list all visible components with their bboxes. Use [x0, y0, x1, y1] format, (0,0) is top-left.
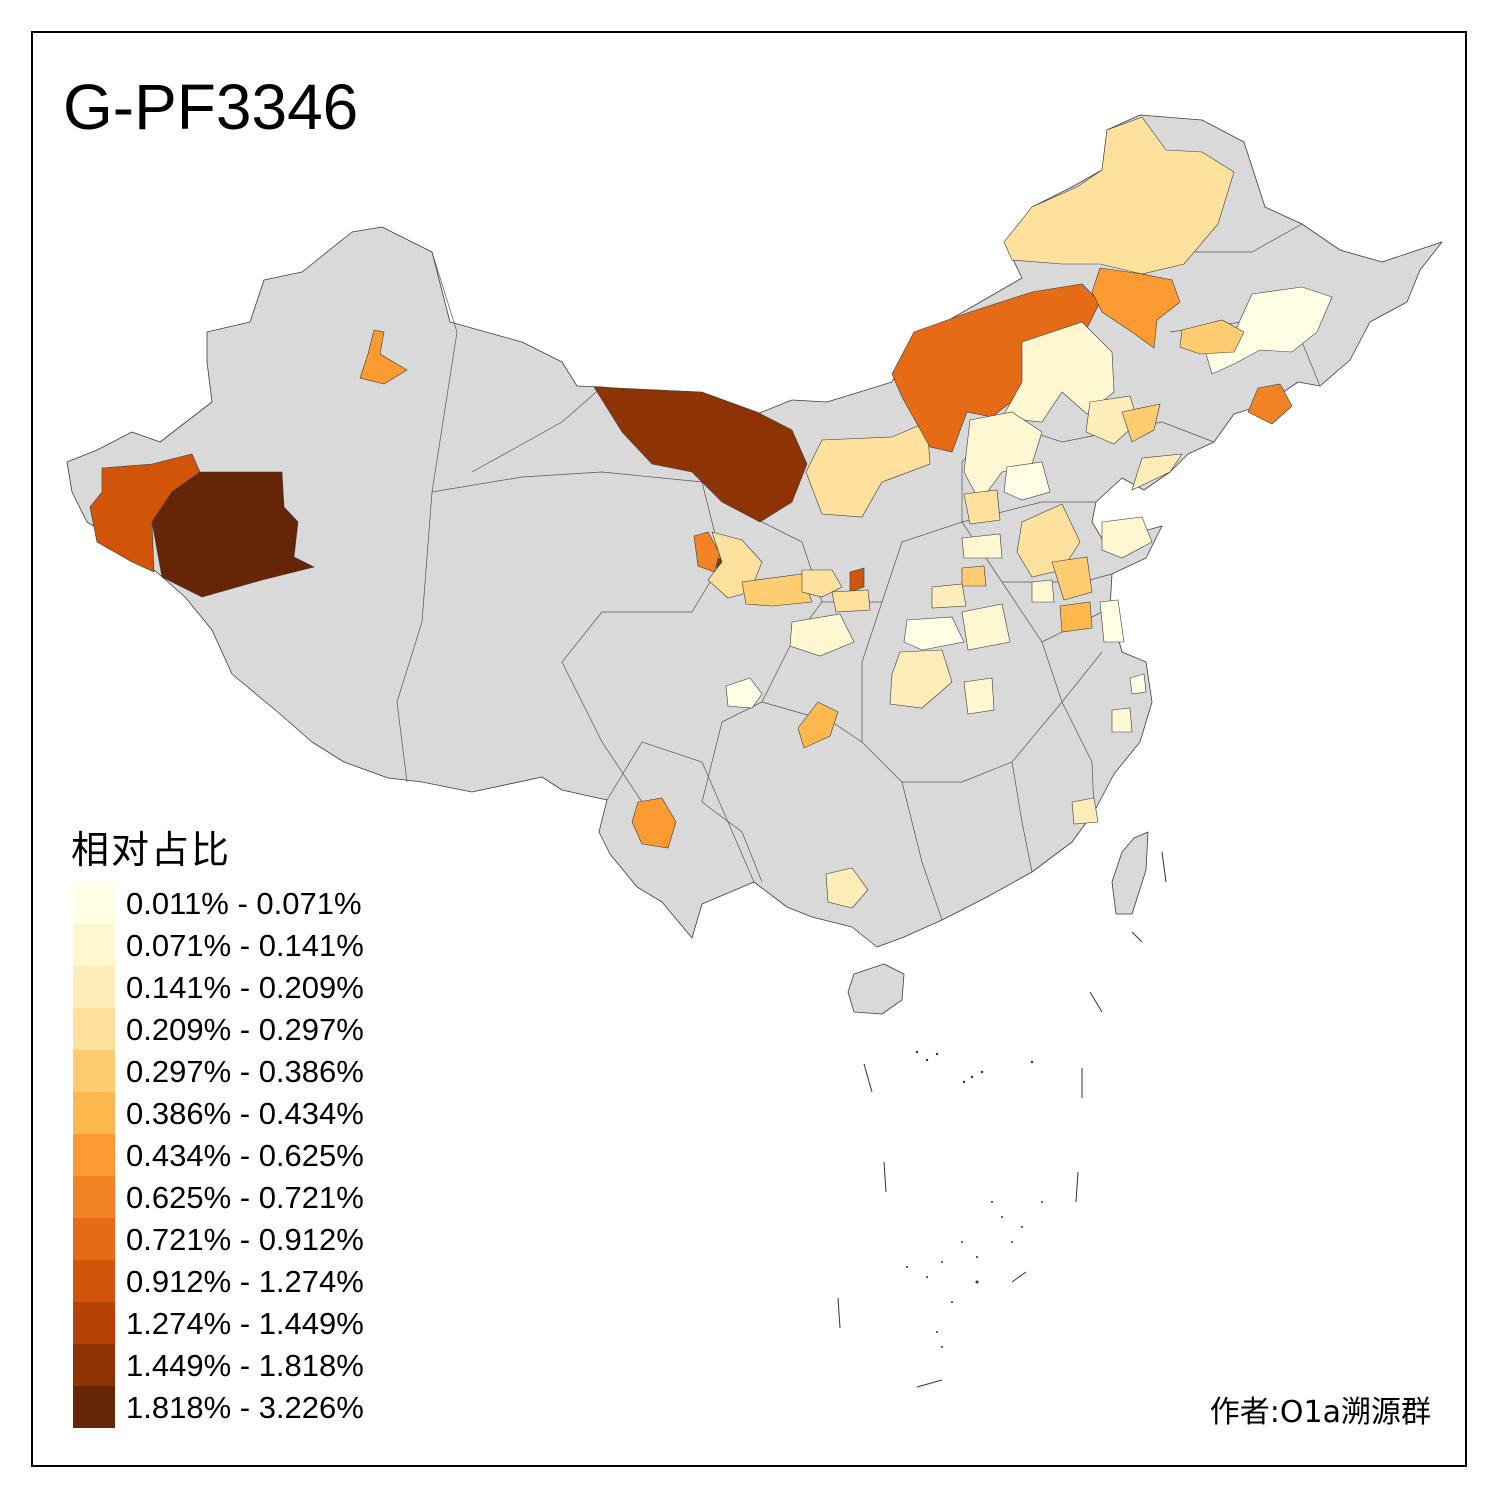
legend-label: 0.071% - 0.141%	[126, 928, 364, 963]
region-shanghai-area	[1129, 673, 1147, 695]
region-hinggan	[1091, 267, 1181, 349]
legend-label: 0.141% - 0.209%	[126, 970, 364, 1005]
legend-swatch	[73, 1008, 115, 1050]
region-luzhou	[797, 701, 839, 749]
map-frame: G-PF3346 相对占比 0.011% - 0.071% 0.071% - 0…	[31, 31, 1467, 1467]
taiwan-island	[1111, 831, 1149, 915]
region-hubei-west	[963, 677, 995, 715]
region-hulunbuir	[1003, 116, 1235, 275]
region-yanbian	[1247, 383, 1293, 425]
region-beijing-tianjin	[1003, 461, 1051, 501]
legend-swatch	[73, 1050, 115, 1092]
legend-swatch	[73, 1344, 115, 1386]
legend-label: 0.386% - 0.434%	[126, 1096, 364, 1131]
legend-label: 1.449% - 1.818%	[126, 1348, 364, 1383]
region-henan-a	[961, 603, 1011, 651]
legend-swatch	[73, 1092, 115, 1134]
legend-swatch	[73, 882, 115, 924]
legend-label: 0.011% - 0.071%	[126, 886, 362, 921]
region-alxa	[593, 386, 808, 523]
region-kashgar	[89, 453, 201, 573]
region-henan-b	[931, 583, 967, 609]
region-dali	[631, 797, 677, 849]
region-shanxi-a	[963, 489, 1001, 525]
region-shandong-b	[1101, 516, 1153, 559]
legend-swatch	[73, 1134, 115, 1176]
legend-label: 0.625% - 0.721%	[126, 1180, 364, 1215]
author-credit: 作者:O1a溯源群	[1209, 1395, 1431, 1430]
region-ili	[359, 329, 408, 385]
region-tianshui	[831, 589, 871, 613]
region-fujian-a	[1071, 797, 1099, 825]
region-ganzi	[725, 677, 763, 709]
region-dalian	[1131, 453, 1183, 491]
region-hotan	[151, 471, 315, 598]
region-xuzhou	[1059, 601, 1093, 633]
legend-swatches	[73, 882, 115, 1428]
legend-swatch	[73, 966, 115, 1008]
region-baotou	[805, 421, 931, 518]
region-baiyin	[849, 567, 865, 593]
region-shandong-c	[1031, 579, 1055, 603]
legend-swatch	[73, 924, 115, 966]
legend-swatch	[73, 1260, 115, 1302]
legend-swatch	[73, 1386, 115, 1428]
region-zhejiang-a	[1111, 707, 1133, 733]
region-longnan	[789, 613, 855, 657]
legend-label: 0.297% - 0.386%	[126, 1054, 364, 1089]
region-shanxi-b	[961, 533, 1003, 559]
legend-label: 1.818% - 3.226%	[126, 1390, 364, 1425]
region-shandong-a	[1051, 556, 1093, 601]
china-mainland	[66, 114, 1443, 948]
region-shaanxi-south	[889, 649, 953, 709]
region-jiangsu-a	[1099, 599, 1125, 643]
legend-title: 相对占比	[71, 828, 232, 872]
region-gansu-b	[741, 573, 813, 607]
region-chengde	[1001, 321, 1115, 423]
legend-labels: 0.011% - 0.071% 0.071% - 0.141% 0.141% -…	[126, 883, 364, 1429]
legend-label: 1.274% - 1.449%	[126, 1306, 364, 1341]
region-changchun	[1179, 319, 1245, 355]
legend-label: 0.209% - 0.297%	[126, 1012, 364, 1047]
legend-swatch	[73, 1176, 115, 1218]
legend-swatch	[73, 1218, 115, 1260]
region-liaoning-b	[1121, 403, 1161, 443]
legend-label: 0.434% - 0.625%	[126, 1138, 364, 1173]
hainan-island	[847, 963, 905, 1015]
legend-label: 0.721% - 0.912%	[126, 1222, 364, 1257]
region-liaoning-a	[1085, 395, 1139, 445]
legend-swatch	[73, 1302, 115, 1344]
region-henan-west	[903, 616, 965, 651]
legend-label: 0.912% - 1.274%	[126, 1264, 364, 1299]
region-shanxi-c	[961, 565, 987, 587]
map-title: G-PF3346	[63, 71, 359, 143]
china-choropleth-map	[66, 114, 1443, 1388]
region-guangxi-a	[825, 867, 869, 909]
